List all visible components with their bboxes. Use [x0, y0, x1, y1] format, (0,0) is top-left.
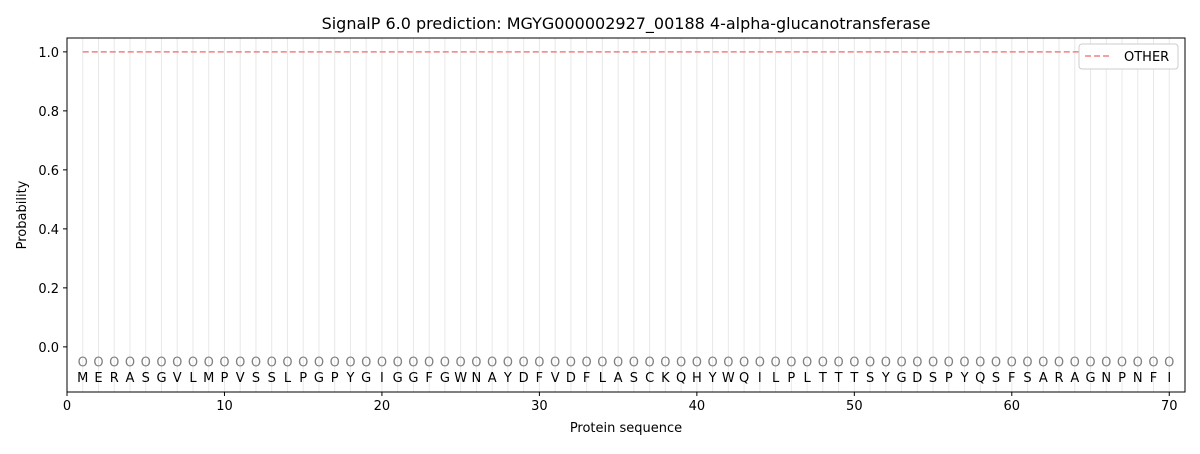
- residue-letter: Q: [739, 371, 749, 386]
- residue-letter: R: [110, 371, 119, 386]
- residue-letter: P: [1118, 371, 1126, 386]
- residue-letter: G: [440, 371, 450, 386]
- residue-letter: P: [945, 371, 953, 386]
- y-tick-label: 0.4: [38, 223, 59, 238]
- residue-letter: Y: [881, 371, 890, 386]
- x-tick-label: 0: [63, 399, 71, 414]
- residue-letter: W: [722, 371, 735, 386]
- residue-letter: E: [94, 371, 102, 386]
- residue-letter: A: [126, 371, 135, 386]
- x-tick-label: 20: [374, 399, 391, 414]
- residue-letter: S: [866, 371, 874, 386]
- residue-letter: L: [284, 371, 292, 386]
- x-tick-label: 50: [846, 399, 863, 414]
- residue-letter: L: [189, 371, 197, 386]
- residue-letter: D: [519, 371, 529, 386]
- residue-letter: N: [1133, 371, 1143, 386]
- residue-letter: N: [472, 371, 482, 386]
- residue-letter: L: [803, 371, 811, 386]
- residue-letter: T: [834, 371, 843, 386]
- residue-letter: Y: [960, 371, 969, 386]
- y-axis-label: Probability: [15, 180, 30, 249]
- x-axis-label: Protein sequence: [570, 421, 682, 436]
- legend: OTHER: [1078, 43, 1179, 70]
- residue-letter: F: [1150, 371, 1157, 386]
- x-tick-label: 60: [1004, 399, 1021, 414]
- legend-label-other: OTHER: [1124, 50, 1169, 65]
- y-tick-label: 0.8: [38, 105, 59, 120]
- residue-letter: D: [912, 371, 922, 386]
- residue-letter: F: [1008, 371, 1015, 386]
- residue-letter: T: [818, 371, 827, 386]
- residue-letter: Y: [345, 371, 354, 386]
- residue-letter: G: [897, 371, 907, 386]
- residue-letter: I: [380, 371, 384, 386]
- x-tick-label: 40: [689, 399, 706, 414]
- residue-letter: F: [425, 371, 432, 386]
- residue-letter: T: [849, 371, 858, 386]
- residue-letter: P: [221, 371, 229, 386]
- y-tick-label: 1.0: [38, 46, 59, 61]
- residue-letter: S: [992, 371, 1000, 386]
- residue-letter: P: [299, 371, 307, 386]
- residue-letter: A: [1039, 371, 1048, 386]
- legend-box: [1078, 43, 1179, 70]
- residue-letter: R: [1055, 371, 1064, 386]
- residue-letter: I: [758, 371, 762, 386]
- x-tick-label: 30: [531, 399, 548, 414]
- residue-letter: V: [551, 371, 560, 386]
- y-tick-label: 0.0: [38, 341, 59, 356]
- residue-letter: N: [1101, 371, 1111, 386]
- residue-letter: G: [1085, 371, 1095, 386]
- residue-state-labels: OOOOOOOOOOOOOOOOOOOOOOOOOOOOOOOOOOOOOOOO…: [78, 356, 1175, 371]
- residue-letter: A: [614, 371, 623, 386]
- residue-letter: S: [252, 371, 260, 386]
- residue-letter: P: [331, 371, 339, 386]
- residue-letter: H: [692, 371, 702, 386]
- residue-letter: C: [645, 371, 654, 386]
- residue-letter: M: [77, 371, 88, 386]
- residue-letter: P: [787, 371, 795, 386]
- residue-letter: G: [314, 371, 324, 386]
- residue-letter: G: [156, 371, 166, 386]
- residue-letter: Q: [676, 371, 686, 386]
- chart-title: SignalP 6.0 prediction: MGYG000002927_00…: [322, 14, 931, 34]
- residue-letter: S: [142, 371, 150, 386]
- residue-letter: Y: [503, 371, 512, 386]
- y-tick-label: 0.2: [38, 282, 59, 297]
- residue-letter: G: [361, 371, 371, 386]
- residue-letter: A: [1070, 371, 1079, 386]
- residue-letter: S: [630, 371, 638, 386]
- residue-letter: S: [929, 371, 937, 386]
- residue-letter: G: [393, 371, 403, 386]
- residue-letter: F: [583, 371, 590, 386]
- x-tick-label: 10: [216, 399, 233, 414]
- residue-letter: L: [599, 371, 607, 386]
- residue-letter: W: [454, 371, 467, 386]
- y-tick-label: 0.6: [38, 164, 59, 179]
- residue-letter: S: [268, 371, 276, 386]
- residue-letter: D: [566, 371, 576, 386]
- residue-letter: Q: [975, 371, 985, 386]
- residue-letter: G: [408, 371, 418, 386]
- residue-letter: A: [488, 371, 497, 386]
- residue-letter: S: [1023, 371, 1031, 386]
- residue-letter: V: [173, 371, 182, 386]
- plot-frame: [66, 37, 1186, 393]
- residue-letter: I: [1167, 371, 1171, 386]
- residue-letter: L: [772, 371, 780, 386]
- residue-letter: F: [536, 371, 543, 386]
- x-tick-label: 70: [1161, 399, 1178, 414]
- residue-letter: K: [661, 371, 670, 386]
- residue-letter: V: [236, 371, 245, 386]
- residue-letter: Y: [708, 371, 717, 386]
- residue-letter: M: [203, 371, 214, 386]
